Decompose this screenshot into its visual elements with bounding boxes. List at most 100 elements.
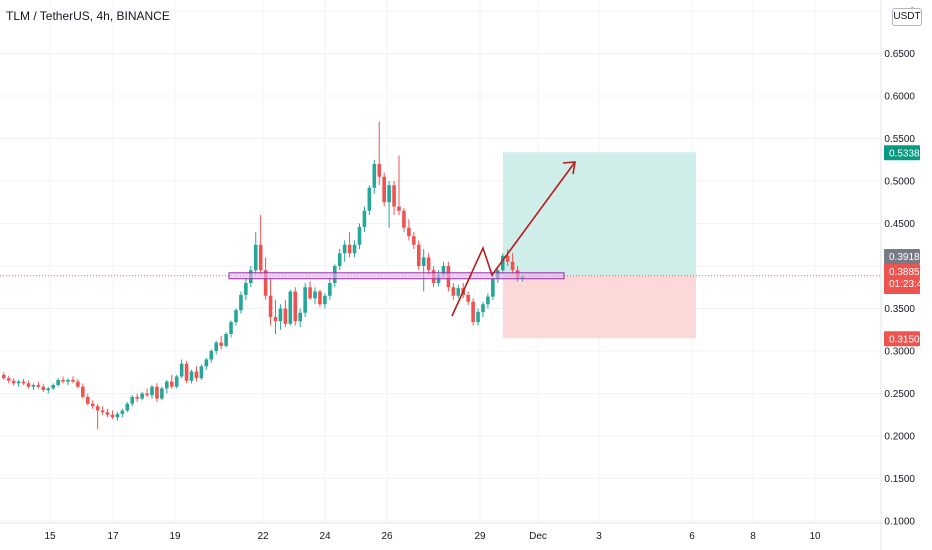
candle-body <box>500 255 505 271</box>
support-zone-box <box>228 272 565 280</box>
x-tick-label: 6 <box>689 531 695 542</box>
candle-body <box>46 388 51 391</box>
x-tick-label: 17 <box>107 531 119 542</box>
candle-body <box>253 244 258 271</box>
candle-body <box>347 244 352 254</box>
candle-body <box>224 334 228 346</box>
candle-body <box>303 287 307 313</box>
x-tick-label: Dec <box>529 531 547 542</box>
candle-body <box>71 379 75 382</box>
candle-body <box>510 261 515 271</box>
candle-body <box>273 317 278 322</box>
candle-body <box>199 366 204 379</box>
candle-body <box>174 376 179 387</box>
candle-body <box>6 378 11 381</box>
candle-body <box>145 393 149 396</box>
candle-body <box>407 227 411 237</box>
candle-body <box>76 381 80 387</box>
candle-body <box>189 371 194 381</box>
x-tick-label: 3 <box>596 531 602 542</box>
y-tick-label: 0.2000 <box>884 432 915 443</box>
x-tick-label: 10 <box>809 531 821 542</box>
candle-body <box>115 413 120 418</box>
chart-title: TLM / TetherUS, 4h, BINANCE <box>6 9 170 23</box>
current-price-badge-text: 01:23:47 <box>889 279 928 290</box>
projection-arrow <box>451 161 576 317</box>
candle-body <box>268 295 273 317</box>
candle-body <box>179 363 184 377</box>
candle-body <box>16 381 21 384</box>
candle-body <box>402 210 406 228</box>
candle-body <box>194 371 199 379</box>
stop-price-badge <box>884 331 920 347</box>
candle-body <box>491 278 495 297</box>
candle-body <box>352 244 357 254</box>
candle-body <box>239 294 243 311</box>
candle-body <box>95 406 100 411</box>
candle-body <box>397 206 401 211</box>
candle-body <box>56 379 60 385</box>
candle-body <box>234 310 238 323</box>
candle-body <box>337 253 342 266</box>
candle-body <box>293 291 298 322</box>
candle-body <box>328 283 332 296</box>
candle-body <box>387 185 391 203</box>
candle-body <box>313 291 317 299</box>
y-tick-label: 0.4500 <box>884 219 915 230</box>
candle-body <box>451 287 456 296</box>
candle-body <box>214 342 219 351</box>
candle-body <box>11 380 16 384</box>
currency-selector[interactable]: USDT <box>892 8 922 26</box>
candle-body <box>209 351 214 360</box>
candle-body <box>26 383 31 387</box>
candle-body <box>90 403 95 407</box>
candle-body <box>219 342 223 346</box>
candle-body <box>36 385 41 387</box>
candle-body <box>61 379 65 382</box>
candle-body <box>283 308 288 324</box>
last-high-badge <box>884 249 920 264</box>
candle-body <box>392 185 396 207</box>
candle-body <box>505 255 510 262</box>
x-tick-label: 24 <box>319 531 331 542</box>
x-tick-label: 22 <box>257 531 269 542</box>
y-tick-label: 0.1500 <box>884 474 915 485</box>
candle-body <box>382 176 386 203</box>
current-price-badge-text: 0.3885 <box>889 267 920 278</box>
candle-body <box>372 164 377 188</box>
candle-body <box>308 287 312 299</box>
candle-body <box>416 244 421 266</box>
candle-body <box>165 381 169 389</box>
y-tick-label: 0.3500 <box>884 304 915 315</box>
candle-body <box>169 381 174 387</box>
candle-body <box>486 296 490 305</box>
candle-body <box>2 374 6 379</box>
candle-body <box>421 257 426 266</box>
candle-body <box>85 396 90 404</box>
y-tick-label: 0.6500 <box>884 49 915 60</box>
candle-body <box>441 266 446 275</box>
y-tick-label: 0.2500 <box>884 389 915 400</box>
candle-body <box>140 393 144 399</box>
x-tick-label: 19 <box>169 531 181 542</box>
x-tick-label: 15 <box>44 531 56 542</box>
y-tick-label: 0.5500 <box>884 134 915 145</box>
target-price-badge-text: 0.5338 <box>889 148 920 159</box>
candle-body <box>229 322 233 334</box>
stop-price-badge-text: 0.3150 <box>889 334 920 345</box>
target-price-badge <box>884 145 920 161</box>
candle-body <box>481 304 485 312</box>
candle-body <box>426 257 431 271</box>
candle-body <box>51 385 55 389</box>
candle-body <box>298 312 302 322</box>
profit-zone <box>503 152 696 276</box>
candle-body <box>278 308 283 322</box>
candle-body <box>377 164 382 177</box>
arrow-head <box>562 161 576 175</box>
loss-zone <box>503 275 696 339</box>
candle-body <box>412 236 416 245</box>
last-high-badge-text: 0.3918 <box>889 252 920 263</box>
candle-body <box>155 386 159 399</box>
candle-body <box>342 244 347 254</box>
candle-body <box>456 288 461 296</box>
